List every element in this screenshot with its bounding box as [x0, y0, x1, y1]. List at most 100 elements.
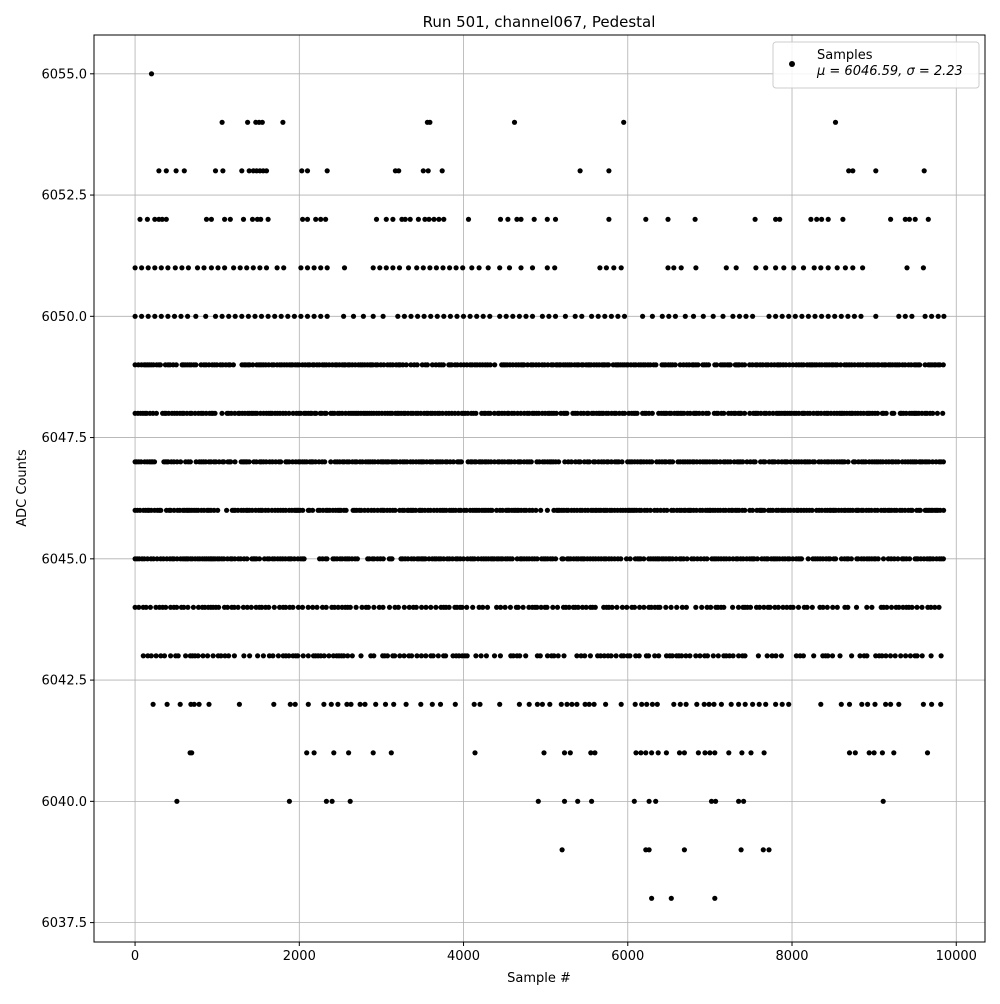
data-point	[577, 459, 583, 465]
data-point	[370, 313, 376, 319]
data-point	[852, 459, 858, 465]
data-point	[245, 313, 251, 319]
data-point	[896, 701, 902, 707]
data-point	[608, 459, 615, 465]
data-point	[174, 604, 180, 610]
data-point	[655, 750, 661, 756]
data-point	[687, 410, 693, 416]
data-point	[799, 313, 805, 319]
data-point	[441, 313, 447, 319]
data-point	[743, 313, 749, 319]
data-point	[265, 507, 271, 513]
data-point	[582, 653, 588, 659]
data-point	[529, 265, 536, 271]
data-point	[657, 604, 663, 610]
data-point	[489, 507, 495, 513]
data-point	[396, 265, 403, 271]
data-point	[304, 216, 311, 222]
data-point	[833, 556, 839, 562]
data-point	[344, 701, 350, 707]
data-point	[895, 556, 901, 562]
data-point	[239, 313, 245, 319]
data-point	[534, 556, 540, 562]
data-point	[558, 701, 564, 707]
data-point	[818, 265, 824, 271]
data-point	[408, 313, 414, 319]
data-point	[476, 265, 482, 271]
data-point	[460, 556, 467, 562]
data-point	[727, 362, 733, 368]
data-point	[187, 459, 193, 465]
data-point	[564, 410, 570, 416]
data-point	[632, 701, 638, 707]
data-point	[608, 313, 615, 319]
data-point	[434, 313, 440, 319]
data-point	[331, 750, 337, 756]
y-tick-label: 6040.0	[42, 795, 88, 810]
data-point	[509, 556, 515, 562]
data-point	[331, 604, 338, 610]
data-point	[139, 265, 145, 271]
data-point	[414, 653, 420, 659]
data-point	[577, 168, 583, 174]
data-point	[359, 604, 365, 610]
data-point	[898, 653, 904, 659]
data-point	[286, 798, 292, 804]
data-point	[659, 313, 665, 319]
data-point	[454, 313, 460, 319]
data-point	[426, 216, 432, 222]
data-point	[641, 604, 647, 610]
data-point	[216, 604, 222, 610]
data-point	[552, 265, 558, 271]
data-point	[132, 265, 138, 271]
data-point	[208, 265, 214, 271]
data-point	[924, 750, 931, 756]
data-point	[252, 313, 258, 319]
data-point	[561, 653, 567, 659]
data-point	[365, 604, 371, 610]
data-point	[185, 265, 191, 271]
data-point	[742, 362, 748, 368]
y-tick-label: 6055.0	[42, 67, 88, 82]
data-point	[528, 459, 534, 465]
data-point	[820, 604, 826, 610]
data-point	[562, 313, 569, 319]
data-point	[138, 459, 144, 465]
data-point	[230, 362, 236, 368]
data-point	[396, 168, 402, 174]
data-point	[809, 507, 815, 513]
data-point	[834, 265, 840, 271]
data-point	[730, 313, 736, 319]
data-point	[210, 653, 216, 659]
data-point	[497, 653, 503, 659]
data-point	[313, 216, 319, 222]
data-point	[193, 362, 199, 368]
data-point	[300, 507, 306, 513]
data-point	[358, 653, 364, 659]
data-point	[357, 701, 363, 707]
data-point	[865, 701, 871, 707]
data-point	[883, 653, 889, 659]
y-tick-label: 6037.5	[42, 916, 88, 931]
data-point	[226, 653, 232, 659]
data-point	[502, 604, 508, 610]
data-point	[318, 265, 324, 271]
data-point	[247, 653, 253, 659]
data-point	[808, 216, 814, 222]
data-point	[925, 216, 931, 222]
data-point	[606, 362, 612, 368]
data-point	[849, 653, 855, 659]
data-point	[362, 701, 368, 707]
data-point	[304, 313, 311, 319]
data-point	[391, 701, 397, 707]
data-point	[811, 653, 817, 659]
data-point	[453, 265, 459, 271]
data-point	[683, 604, 690, 610]
data-point	[295, 653, 301, 659]
data-point	[193, 313, 199, 319]
data-point	[602, 313, 608, 319]
data-point	[595, 313, 601, 319]
data-point	[287, 701, 293, 707]
data-point	[310, 604, 316, 610]
